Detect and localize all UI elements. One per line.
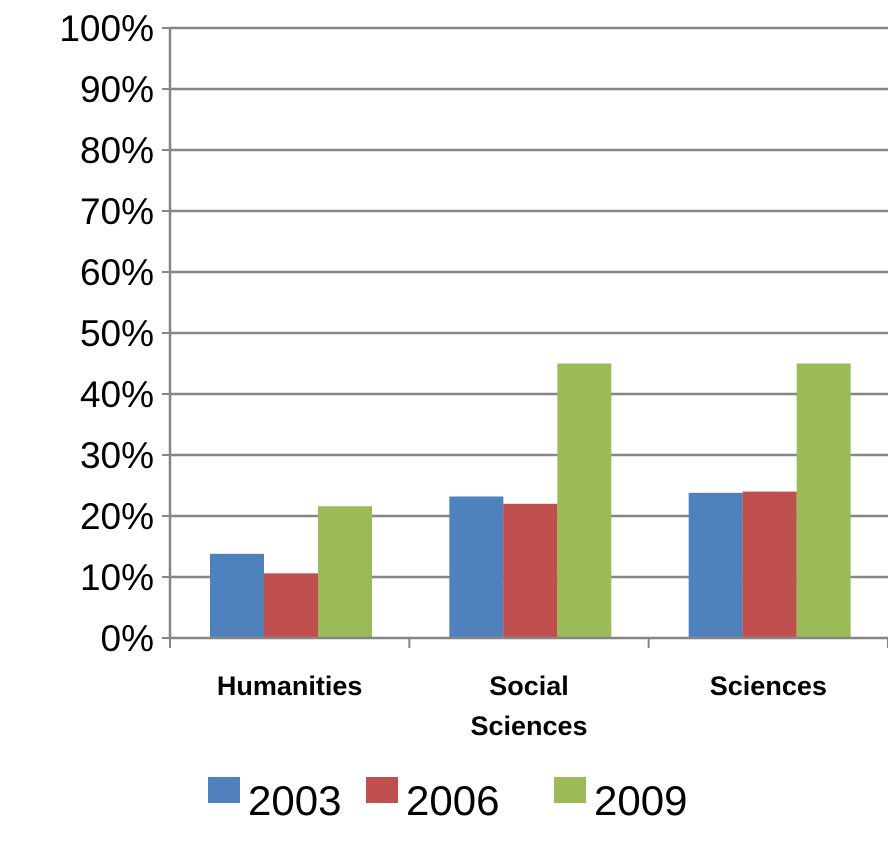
bar-2006-sciences — [742, 491, 797, 638]
y-tick-label: 40% — [80, 374, 154, 415]
bar-2009-social-sciences — [557, 363, 612, 638]
y-tick-label: 20% — [80, 496, 154, 537]
y-tick-label: 60% — [80, 252, 154, 293]
legend-swatch-2009 — [554, 777, 586, 803]
bar-2003-sciences — [688, 492, 743, 638]
bar-2003-humanities — [210, 553, 264, 638]
legend-label-2003: 2003 — [248, 777, 341, 824]
legend-swatch-2006 — [366, 777, 398, 803]
x-tick-label: Sciences — [710, 671, 827, 701]
x-axis-tick-labels: Humanities Social Sciences Sciences — [217, 671, 827, 741]
x-tick-label: Social Sciences — [470, 671, 587, 741]
bar-2003-social-sciences — [449, 496, 504, 638]
bar-2006-social-sciences — [503, 503, 558, 638]
bars — [210, 363, 851, 638]
y-tick-label: 30% — [80, 435, 154, 476]
bar-2006-humanities — [264, 573, 318, 638]
y-tick-label: 0% — [101, 618, 154, 659]
y-tick-label: 100% — [59, 8, 154, 49]
legend-swatch-2003 — [208, 777, 240, 803]
bar-2009-humanities — [318, 506, 372, 638]
y-axis-tick-labels: 0% 10% 20% 30% 40% 50% 60% 70% 80% 90% 100% — [59, 8, 154, 659]
bar-2009-sciences — [796, 363, 851, 638]
y-tick-label: 50% — [80, 313, 154, 354]
legend: 2003 2006 2009 — [208, 777, 687, 824]
legend-label-2006: 2006 — [406, 777, 499, 824]
x-tick-label: Humanities — [217, 671, 363, 701]
y-tick-label: 90% — [80, 69, 154, 110]
axes — [168, 28, 888, 648]
y-tick-label: 70% — [80, 191, 154, 232]
y-tick-label: 10% — [80, 557, 154, 598]
legend-label-2009: 2009 — [594, 777, 687, 824]
y-tick-label: 80% — [80, 130, 154, 171]
